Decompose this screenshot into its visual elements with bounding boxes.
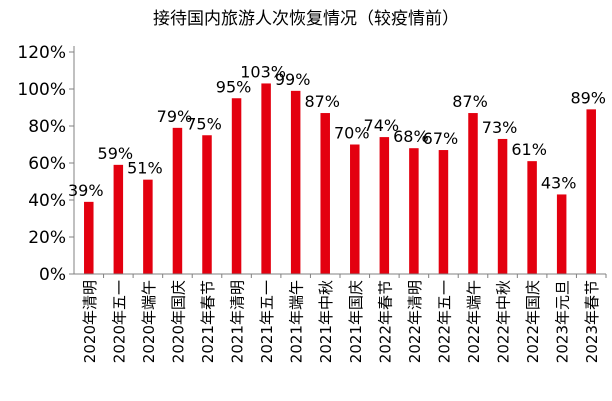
data-label: 87% [304, 92, 340, 111]
x-tick-label: 2020年清明 [81, 280, 99, 363]
data-label: 79% [157, 107, 193, 126]
x-tick-label: 2020年五一 [110, 280, 128, 363]
data-label: 43% [541, 173, 577, 192]
bar [143, 179, 153, 274]
x-tick-label: 2022年端午 [465, 280, 483, 363]
data-label: 61% [511, 140, 547, 159]
bar [497, 138, 508, 274]
x-tick-label: 2021年春节 [199, 280, 217, 363]
bar [468, 113, 478, 274]
data-label: 70% [334, 124, 370, 143]
data-label: 68% [393, 127, 429, 146]
data-label: 95% [216, 77, 252, 96]
x-tick-label: 2023年春节 [583, 280, 601, 363]
x-tick-label: 2021年清明 [229, 280, 247, 363]
bar [202, 135, 212, 274]
bar [556, 194, 567, 274]
bar [231, 98, 242, 274]
bar [172, 127, 183, 274]
y-tick-label: 60% [28, 154, 66, 174]
x-tick-label: 2022年清明 [406, 280, 424, 363]
bar [438, 150, 449, 274]
bar [113, 164, 124, 274]
y-tick-label: 20% [28, 228, 66, 248]
data-labels: 39% 59%51% 79%75% 95%103%99% 87% 70%74%68%67%… [68, 62, 606, 199]
bar [290, 90, 301, 274]
data-label: 74% [364, 116, 400, 135]
x-axis: 2020年清明 2020年五一 2020年端午 2020年国庆 2021年春节 2021年… [74, 273, 607, 363]
data-label: 39% [68, 181, 104, 200]
x-tick-label: 2021年国庆 [347, 280, 365, 363]
y-tick-label: 120% [17, 43, 66, 63]
x-tick-label: 2022年国庆 [524, 280, 542, 363]
data-label: 99% [275, 70, 311, 89]
x-tick-label: 2021年端午 [288, 280, 306, 363]
x-tick-label: 2021年中秋 [317, 280, 335, 363]
y-tick-label: 0% [39, 265, 66, 285]
y-axis: 0% 20% 40% 60% 80% 100% 120% [17, 43, 75, 285]
x-tick-label: 2022年春节 [376, 280, 394, 363]
bar [527, 161, 537, 274]
x-tick-label: 2021年五一 [258, 280, 276, 363]
bar [586, 109, 596, 274]
x-tick-label: 2022年五一 [435, 280, 453, 363]
y-tick-label: 100% [17, 80, 66, 100]
bars [84, 83, 596, 274]
bar [320, 113, 330, 274]
x-tick-label: 2020年端午 [140, 280, 158, 363]
data-label: 75% [186, 114, 222, 133]
x-tick-label: 2023年元旦 [554, 280, 572, 363]
bar [379, 137, 390, 274]
data-label: 103% [240, 62, 286, 81]
y-tick-label: 80% [28, 117, 66, 137]
bar [350, 144, 360, 274]
data-label: 89% [570, 88, 606, 107]
y-tick-label: 40% [28, 191, 66, 211]
x-tick-label: 2022年中秋 [495, 280, 513, 363]
data-label: 51% [127, 159, 163, 178]
bar [84, 201, 94, 274]
chart-title: 接待国内旅游人次恢复情况（较疫情前） [153, 9, 459, 29]
x-tick-label: 2020年国庆 [169, 280, 187, 363]
data-label: 87% [452, 92, 488, 111]
data-label: 67% [423, 129, 459, 148]
bar [409, 148, 419, 274]
data-label: 59% [98, 144, 134, 163]
bar [261, 83, 271, 274]
data-label: 73% [482, 118, 518, 137]
